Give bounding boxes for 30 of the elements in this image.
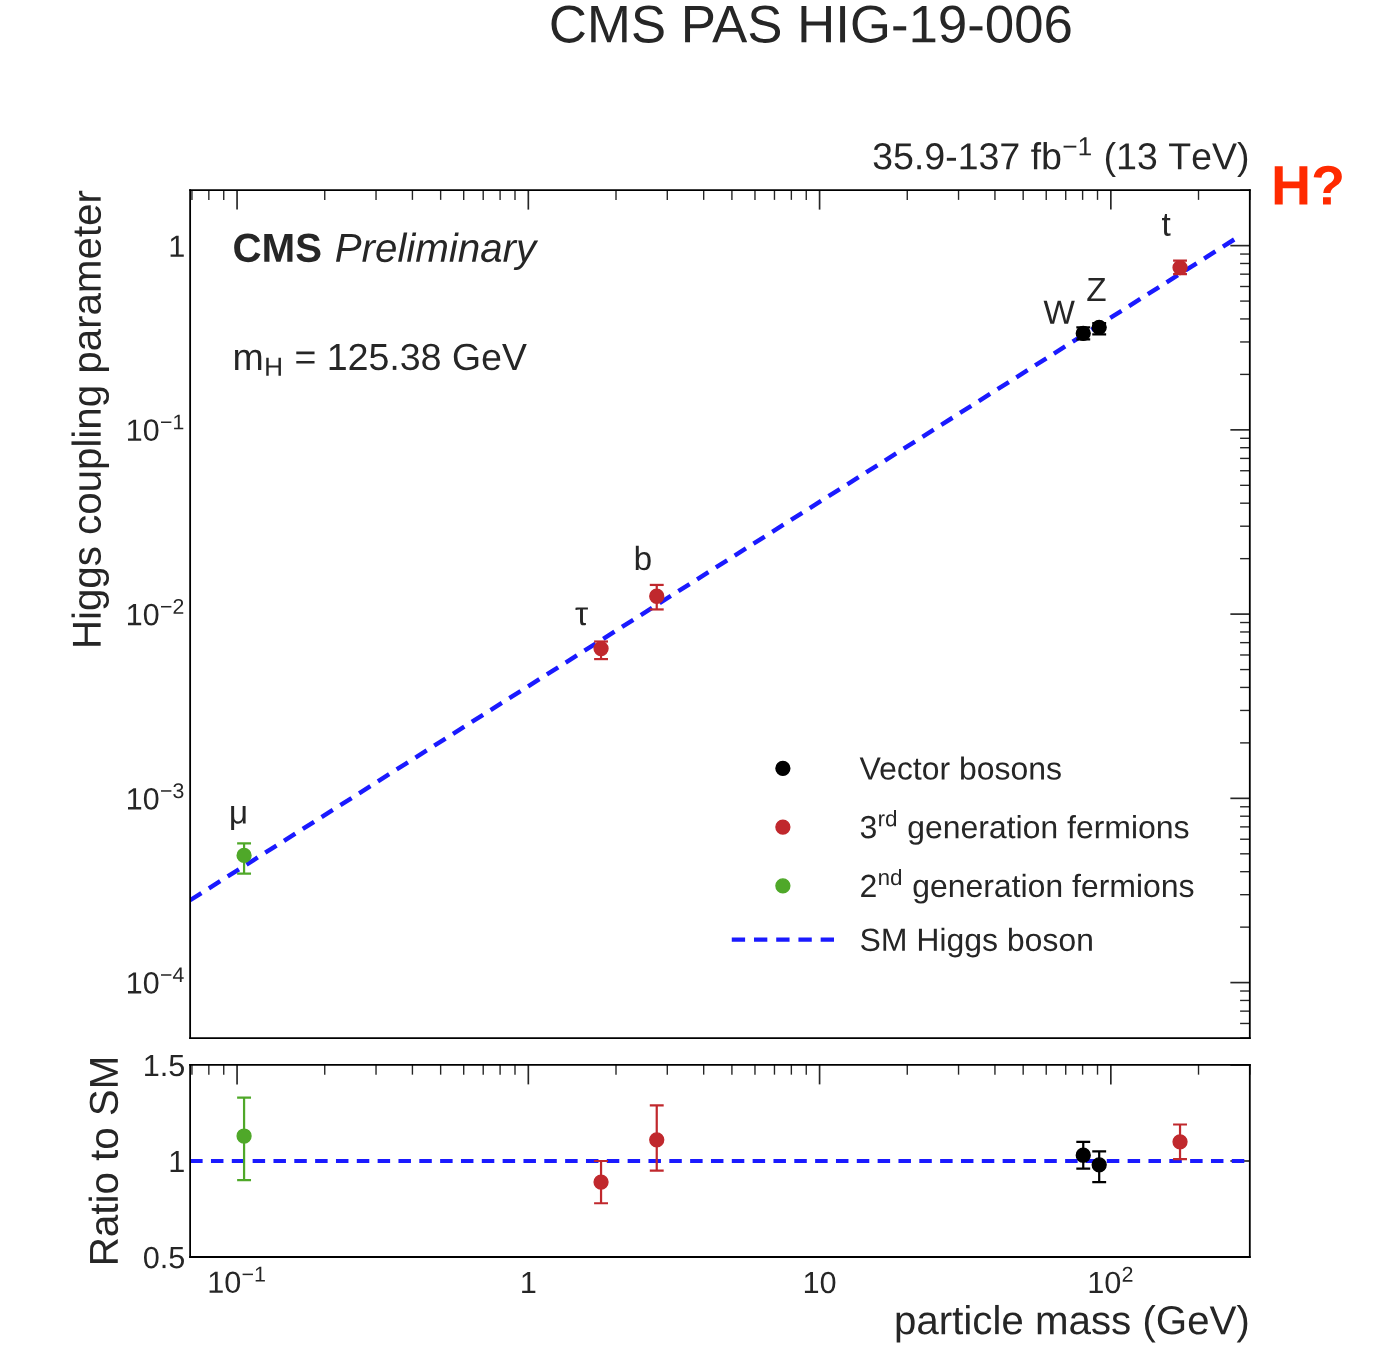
x-tick-label: 1 xyxy=(522,1272,536,1294)
annotation: W xyxy=(1043,300,1075,324)
annotation: Z xyxy=(1087,278,1106,302)
y-tick-label: 10$^{−3}$ xyxy=(128,783,184,810)
text: H? xyxy=(1274,165,1342,205)
x-axis-title: particle mass (GeV) xyxy=(896,1304,1248,1343)
y-axis-title: Higgs coupling parameter xyxy=(71,190,110,646)
x-tick-label: 10$^{−1}$ xyxy=(209,1266,265,1294)
y-tick-label: 1 xyxy=(170,235,184,257)
legend-label: Vector bosons xyxy=(859,756,1061,780)
legend-label: 3$^{rd}$ generation fermions xyxy=(860,810,1189,845)
chart-title: CMS PAS HIG-19-006 xyxy=(551,5,1071,43)
annotation: μ xyxy=(231,805,246,830)
annotation: m$_{H}$ = 125.38 GeV xyxy=(235,343,527,376)
y-tick-label: 10$^{−1}$ xyxy=(128,414,184,441)
y-tick-label: 1 xyxy=(170,1151,184,1173)
annotation: b xyxy=(635,545,651,571)
x-tick-label: 10 xyxy=(804,1271,836,1294)
annotation: t xyxy=(1162,214,1171,236)
y-tick-label: 0.5 xyxy=(143,1246,184,1269)
legend-label: 2$^{nd}$ generation fermions xyxy=(861,868,1194,904)
annotation: CMS Preliminary xyxy=(234,232,539,271)
x-tick-label: 10$^{2}$ xyxy=(1089,1266,1133,1294)
legend-label: SM Higgs boson xyxy=(861,927,1092,958)
y-tick-label: 10$^{−4}$ xyxy=(128,967,184,994)
y-tick-label: 1.5 xyxy=(145,1055,184,1077)
text: 35.9-137 fb$^{−1}$ (13 TeV) xyxy=(873,137,1248,178)
annotation: τ xyxy=(575,607,588,626)
y-tick-label: 10$^{−2}$ xyxy=(128,598,184,626)
y-axis-title: Ratio to SM xyxy=(88,1059,119,1263)
